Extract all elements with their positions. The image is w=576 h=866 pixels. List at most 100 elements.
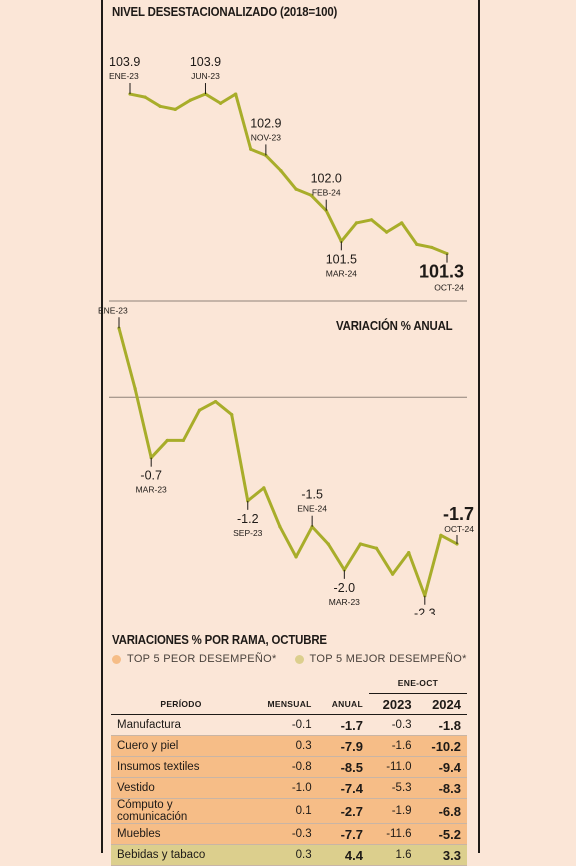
data-point — [249, 147, 253, 151]
legend-worst: TOP 5 PEOR DESEMPEÑO* — [112, 653, 277, 665]
data-point — [400, 221, 404, 225]
data-point — [173, 107, 177, 111]
data-point — [391, 572, 395, 576]
table-row: Bebidas y tabaco 0.3 4.4 1.6 3.3 — [111, 844, 467, 866]
data-label-value: 102.9 — [250, 116, 281, 130]
header-2024: 2024 — [417, 693, 467, 715]
row-mensual: -1.0 — [251, 777, 318, 799]
header-2023: 2023 — [368, 693, 418, 715]
series-line-segment — [246, 486, 266, 503]
series-line-segment — [133, 387, 153, 460]
data-label-value: -1.2 — [237, 512, 259, 526]
data-point — [407, 551, 411, 555]
row-mensual: -0.3 — [251, 823, 318, 845]
data-label-date: ENE-24 — [297, 504, 327, 514]
row-2023: -5.3 — [368, 777, 418, 799]
row-anual: -1.7 — [317, 714, 369, 736]
series-line-segment — [188, 92, 207, 102]
data-point — [143, 95, 147, 99]
series-line-segment — [370, 218, 389, 234]
legend-worst-swatch — [112, 654, 121, 664]
row-anual: -8.5 — [317, 756, 369, 778]
series-line-segment — [143, 95, 162, 108]
series-line-segment — [423, 533, 443, 598]
data-label-date: JUN-23 — [191, 71, 220, 81]
left-border — [101, 0, 103, 853]
header-mensual: MENSUAL — [251, 693, 318, 715]
row-2023: -1.6 — [368, 735, 418, 757]
series-line-segment — [181, 408, 201, 442]
row-name: Insumos textiles — [111, 756, 251, 778]
data-point — [385, 230, 389, 234]
row-2024: -5.2 — [417, 823, 467, 845]
row-anual: -7.7 — [317, 823, 369, 845]
row-anual: -7.9 — [317, 735, 369, 757]
data-point — [354, 221, 359, 225]
legend-worst-label: TOP 5 PEOR DESEMPEÑO* — [127, 653, 277, 665]
row-mensual: -0.8 — [251, 756, 318, 778]
data-label-date: ENE-23 — [98, 305, 128, 315]
row-anual: -2.7 — [317, 798, 369, 824]
row-mensual: -0.1 — [251, 714, 318, 736]
data-label-date: OCT-24 — [434, 283, 464, 293]
series-line-segment — [158, 104, 177, 111]
data-label-date: MAR-23 — [329, 597, 360, 607]
series-line-segment — [214, 400, 234, 417]
series-line-segment — [439, 533, 459, 546]
series-line-segment — [173, 98, 192, 111]
series-line-segment — [342, 542, 362, 572]
series-line-segment — [375, 546, 395, 576]
series-line-segment — [430, 245, 449, 256]
series-line-segment — [230, 413, 250, 503]
data-label-date: NOV-23 — [251, 132, 282, 142]
data-label-value: 102.0 — [311, 172, 342, 186]
data-point — [294, 187, 298, 191]
legend-best-label: TOP 5 MEJOR DESEMPEÑO* — [309, 653, 467, 665]
series-line-segment — [262, 486, 282, 529]
series-line-segment — [339, 221, 358, 243]
row-mensual: 0.3 — [251, 844, 318, 866]
series-line-segment — [279, 169, 298, 191]
data-point — [415, 242, 419, 246]
row-anual: 4.4 — [317, 844, 369, 866]
data-point — [246, 499, 250, 503]
data-label-value: -1.7 — [443, 504, 474, 524]
series-line-segment — [407, 551, 427, 598]
annual-variation-chart: 0.8ENE-23-0.7MAR-23-1.2SEP-23-1.5ENE-24-… — [98, 305, 474, 615]
row-2023: -0.3 — [368, 714, 418, 736]
series-line-segment — [117, 326, 137, 391]
series-line-segment — [149, 438, 169, 460]
data-point — [149, 456, 153, 460]
row-name: Vestido — [111, 777, 251, 799]
data-label-value: -2.0 — [334, 581, 356, 595]
data-point — [165, 438, 169, 443]
data-label-value: -0.7 — [140, 469, 162, 483]
table-row: Cómputo y comunicación 0.1 -2.7 -1.9 -6.… — [111, 798, 467, 824]
data-point — [309, 193, 313, 197]
table-row: Manufactura -0.1 -1.7 -0.3 -1.8 — [111, 714, 467, 736]
series-line-segment — [309, 193, 328, 213]
series-line-segment — [128, 92, 147, 99]
data-label-value: 101.3 — [419, 262, 464, 282]
data-point — [158, 104, 162, 108]
data-point — [439, 533, 443, 537]
data-point — [197, 408, 202, 412]
data-point — [278, 525, 282, 529]
series-line-segment — [264, 153, 283, 173]
data-point — [262, 486, 266, 490]
series-line-segment — [219, 92, 238, 105]
series-line-segment — [197, 400, 218, 412]
header-periodo: PERÍODO — [111, 693, 251, 715]
row-2023: 1.6 — [368, 844, 418, 866]
header-ene-oct: ENE-OCT — [368, 673, 467, 694]
table-row: Cuero y piel 0.3 -7.9 -1.6 -10.2 — [111, 735, 467, 757]
series-line-segment — [294, 525, 314, 559]
data-point — [326, 542, 330, 546]
data-point — [294, 555, 298, 559]
data-point — [369, 218, 374, 222]
series-line-segment — [358, 542, 379, 550]
data-point — [358, 542, 363, 546]
row-mensual: 0.1 — [251, 798, 318, 824]
row-2024: -6.8 — [417, 798, 467, 824]
series-line-segment — [400, 221, 419, 246]
